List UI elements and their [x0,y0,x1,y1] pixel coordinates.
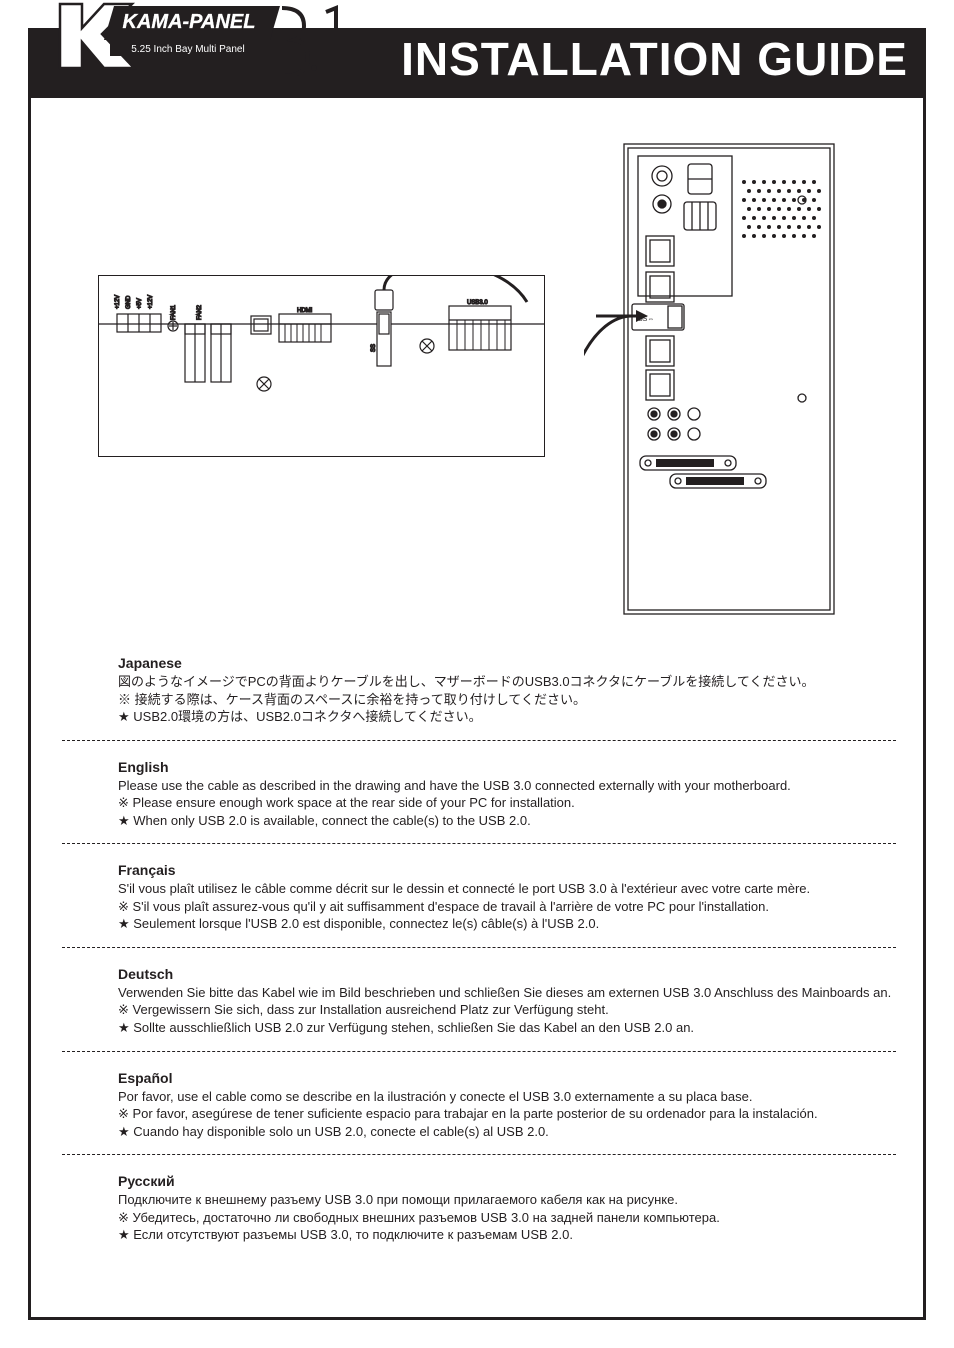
lang-block: English Please use the cable as describe… [118,759,894,830]
lang-title: Русский [118,1173,894,1189]
instruction-line: ★ When only USB 2.0 is available, connec… [118,812,894,830]
instruction-line: ★ Если отсутствуют разъемы USB 3.0, то п… [118,1226,894,1244]
svg-text:USB3.0: USB3.0 [467,300,488,306]
instruction-line: Por favor, use el cable como se describe… [118,1088,894,1106]
logo-main-text: KAMA-PANEL [123,11,256,33]
instruction-line: ★ Sollte ausschließlich USB 2.0 zur Verf… [118,1019,894,1037]
svg-text:FAN1: FAN1 [171,304,177,320]
page: INSTALLATION GUIDE KAMA-PANEL 5.25 Inch … [0,0,954,1348]
motherboard-diagram: +12V GND +5V +12V FAN1 FAN2 [98,275,545,457]
lang-title: Español [118,1070,894,1086]
lang-title: Deutsch [118,966,894,982]
instruction-line: S'il vous plaît utilisez le câble comme … [118,880,894,898]
svg-text:SS: SS [371,344,377,352]
instruction-line: ★ USB2.0環境の方は、USB2.0コネクタへ接続してください。 [118,708,894,726]
instruction-line: 図のようなイメージでPCの背面よりケーブルを出し、マザーボードのUSB3.0コネ… [118,673,894,691]
section-divider [62,1154,896,1155]
instruction-line: Verwenden Sie bitte das Kabel wie im Bil… [118,984,894,1002]
pc-case-diagram: SS⇔ [584,136,874,621]
diagram-area: +12V GND +5V +12V FAN1 FAN2 [60,130,894,635]
lang-block: Español Por favor, use el cable como se … [118,1070,894,1141]
section-divider [62,740,896,741]
svg-text:HDMI: HDMI [297,308,313,314]
svg-text:GND: GND [126,295,132,309]
lang-block: Русский Подключите к внешнему разъему US… [118,1173,894,1244]
lang-block: Japanese 図のようなイメージでPCの背面よりケーブルを出し、マザーボード… [118,655,894,726]
instruction-line: ※ Убедитесь, достаточно ли свободных вне… [118,1209,894,1227]
lang-block: Deutsch Verwenden Sie bitte das Kabel wi… [118,966,894,1037]
lang-block: Français S'il vous plaît utilisez le câb… [118,862,894,933]
instruction-line: ★ Seulement lorsque l'USB 2.0 est dispon… [118,915,894,933]
instruction-line: ※ 接続する際は、ケース背面のスペースに余裕を持って取り付けしてください。 [118,691,894,709]
instruction-line: Подключите к внешнему разъему USB 3.0 пр… [118,1191,894,1209]
instruction-line: ※ Por favor, asegúrese de tener suficien… [118,1105,894,1123]
section-divider [62,1051,896,1052]
instruction-line: Please use the cable as described in the… [118,777,894,795]
instruction-line: ※ Vergewissern Sie sich, dass zur Instal… [118,1001,894,1019]
section-divider [62,947,896,948]
lang-title: English [118,759,894,775]
section-divider [62,843,896,844]
lang-title: Français [118,862,894,878]
instruction-sections: Japanese 図のようなイメージでPCの背面よりケーブルを出し、マザーボード… [118,655,894,1256]
instruction-line: ※ Please ensure enough work space at the… [118,794,894,812]
svg-text:SS⇔: SS⇔ [638,316,654,323]
svg-text:+12V: +12V [148,295,154,309]
lang-title: Japanese [118,655,894,671]
svg-text:+12V: +12V [115,295,121,309]
instruction-line: ※ S'il vous plaît assurez-vous qu'il y a… [118,898,894,916]
svg-text:FAN2: FAN2 [197,304,203,320]
svg-text:+5V: +5V [137,298,143,309]
instruction-line: ★ Cuando hay disponible solo un USB 2.0,… [118,1123,894,1141]
